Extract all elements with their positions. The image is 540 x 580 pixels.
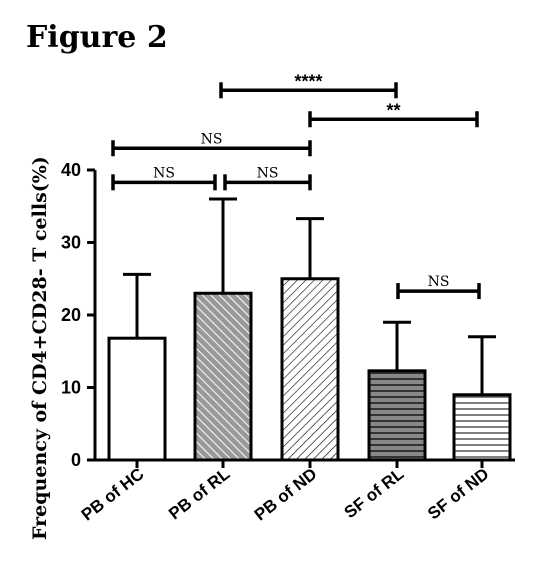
sig-label: NS: [428, 274, 450, 290]
sig-bracket: NS: [111, 131, 312, 157]
sig-label: NS: [201, 131, 223, 147]
bar-sf-of-rl: [367, 369, 427, 462]
sig-bracket: NS: [396, 274, 481, 300]
x-category-label: PB of ND: [251, 464, 321, 524]
y-tick-label: 40: [61, 160, 81, 180]
y-tick-label: 0: [71, 450, 81, 470]
bars-group: [107, 197, 512, 462]
bar-pb-of-rl: [193, 291, 253, 462]
x-category-label: PB of HC: [78, 464, 148, 524]
sig-label: ****: [294, 71, 322, 91]
sig-label: NS: [153, 165, 175, 181]
y-tick-label: 10: [61, 378, 81, 398]
x-category-label: SF of ND: [424, 464, 492, 523]
bar-sf-of-nd: [452, 393, 512, 462]
y-tick-label: 30: [61, 233, 81, 253]
sig-bracket: **: [308, 100, 479, 128]
sig-label: NS: [257, 165, 279, 181]
y-axis-label: Frequency of CD4+CD28- T cells(%): [29, 156, 51, 540]
sig-bracket: NS: [223, 165, 312, 191]
bar-pb-of-nd: [280, 277, 340, 462]
x-category-label: SF of RL: [341, 464, 408, 522]
bar-pb-of-hc: [107, 336, 167, 462]
sig-label: **: [386, 100, 400, 120]
sig-bracket: NS: [111, 165, 217, 191]
x-category-label: PB of RL: [165, 464, 233, 523]
y-tick-label: 20: [61, 305, 81, 325]
category-labels: PB of HC PB of RL PB of ND SF of RL SF of ND: [78, 460, 492, 525]
sig-bracket: ****: [219, 71, 398, 99]
figure-title: Figure 2: [26, 20, 168, 55]
